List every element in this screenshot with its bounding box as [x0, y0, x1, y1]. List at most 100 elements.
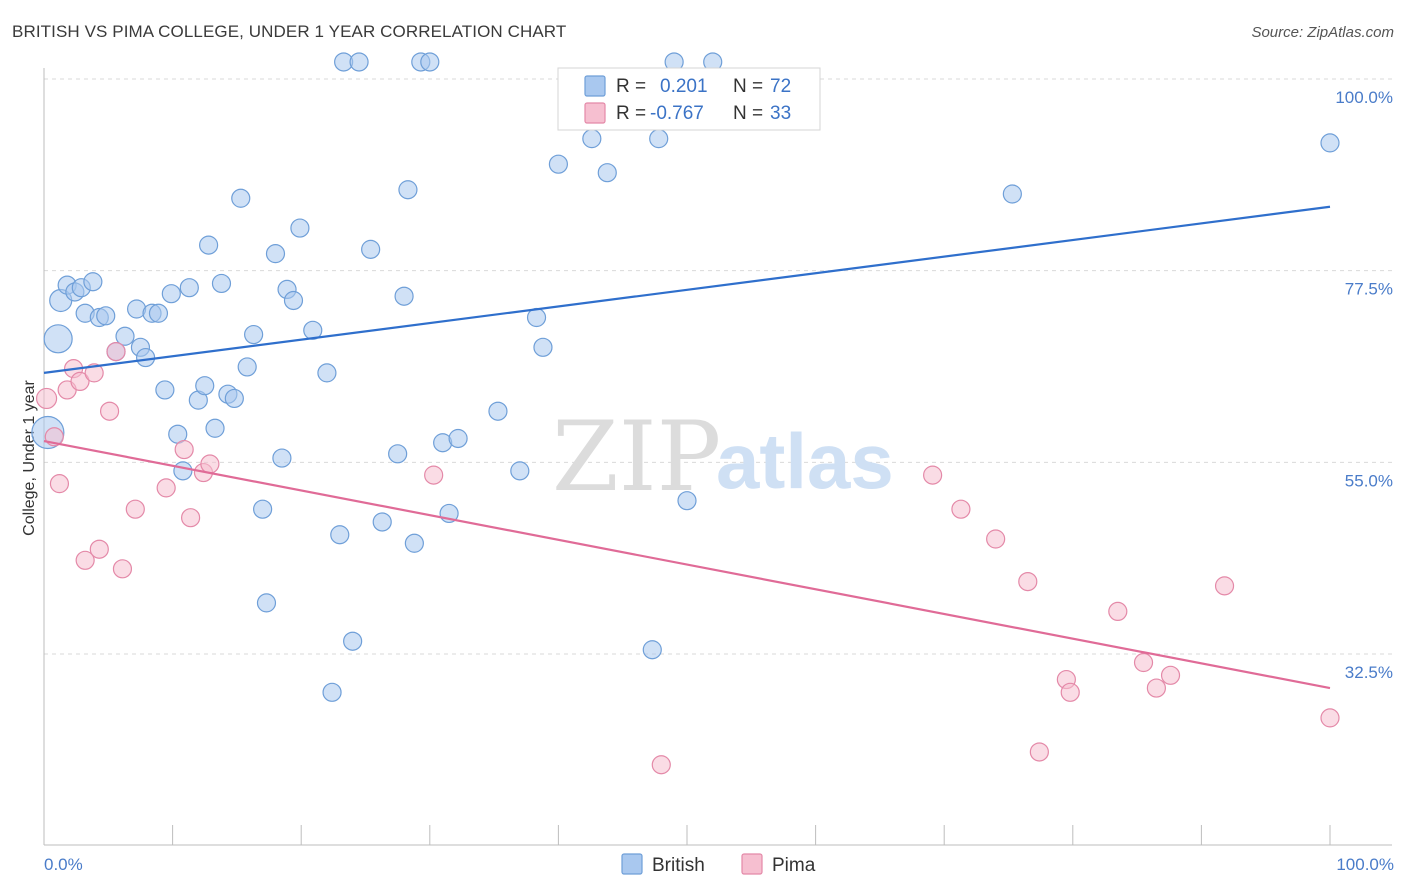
pima-point — [986, 529, 1006, 549]
british-point — [488, 401, 508, 421]
british-point — [290, 218, 310, 238]
pima-point — [1018, 571, 1038, 592]
pima-point — [84, 363, 104, 383]
pima-point — [1133, 652, 1154, 673]
british-point — [526, 307, 547, 328]
legend-british-n-value: 72 — [770, 76, 791, 97]
x-axis-ticks — [43, 825, 1331, 845]
legend-pima-n-label: N = — [733, 103, 763, 124]
british-point — [161, 284, 181, 304]
pima-point — [70, 371, 90, 392]
british-point — [448, 428, 468, 449]
british-point — [43, 324, 73, 354]
british-point — [253, 499, 273, 519]
british-point — [1320, 133, 1340, 153]
british-point — [231, 188, 251, 208]
british-point — [642, 640, 662, 660]
pima-point — [1146, 678, 1166, 698]
british-point — [283, 290, 304, 311]
y-tick-label: 32.5% — [1345, 663, 1393, 682]
y-tick-label: 55.0% — [1345, 471, 1393, 490]
pima-point — [200, 454, 220, 474]
british-point — [677, 491, 697, 511]
pima-point — [951, 499, 971, 519]
watermark-zip: ZIP — [552, 401, 721, 513]
bottom-legend-british-swatch — [621, 853, 643, 875]
british-point — [510, 461, 530, 481]
trend-lines — [43, 205, 1331, 690]
legend-british-r-value: 0.201 — [660, 76, 708, 97]
british-point — [155, 380, 175, 400]
pima-points — [35, 341, 1340, 775]
pima-point — [125, 499, 145, 519]
british-point — [83, 272, 103, 292]
pima-point — [181, 508, 201, 528]
watermark: ZIP atlas — [552, 401, 894, 513]
british-point — [173, 461, 193, 481]
british-point — [148, 303, 169, 323]
x-tick-label-max: 100.0% — [1336, 855, 1394, 874]
british-point — [1002, 184, 1022, 204]
pima-point — [174, 439, 194, 460]
british-point — [597, 163, 617, 183]
british-point — [199, 235, 219, 255]
chart-title: BRITISH VS PIMA COLLEGE, UNDER 1 YEAR CO… — [12, 22, 567, 41]
british-point — [179, 278, 199, 298]
legend-pima-n-value: 33 — [770, 103, 791, 124]
watermark-atlas: atlas — [716, 417, 894, 505]
british-point — [237, 357, 257, 377]
pima-point — [923, 465, 943, 485]
british-point — [322, 682, 342, 702]
pima-point — [651, 755, 671, 775]
pima-point — [49, 474, 70, 494]
pima-point — [156, 478, 176, 498]
axes — [43, 68, 1392, 846]
british-point — [372, 512, 392, 532]
bottom-legend: British Pima — [621, 853, 816, 876]
pima-point — [99, 401, 120, 421]
british-point — [398, 180, 418, 200]
british-point — [272, 448, 292, 468]
british-point — [330, 525, 350, 545]
pima-trend-line — [43, 439, 1331, 690]
legend: R = 0.201 N = 72 R = -0.767 N = 33 — [557, 67, 821, 131]
source-label: Source: ZipAtlas.com — [1251, 24, 1394, 41]
pima-point — [89, 539, 109, 559]
x-tick-label-min: 0.0% — [44, 855, 83, 874]
pima-point — [35, 387, 58, 410]
british-point — [205, 418, 225, 438]
legend-pima-r-value: -0.767 — [650, 103, 704, 124]
bottom-legend-pima-label: Pima — [772, 855, 816, 876]
pima-point — [75, 550, 95, 570]
pima-point — [112, 559, 133, 579]
y-tick-label: 100.0% — [1335, 88, 1393, 107]
pima-point — [424, 465, 444, 485]
british-point — [388, 444, 408, 464]
legend-pima-swatch — [584, 102, 606, 124]
british-point — [361, 239, 381, 259]
british-point — [244, 324, 264, 345]
legend-british-swatch — [584, 75, 606, 97]
british-point — [256, 593, 277, 613]
british-point — [343, 631, 363, 651]
british-point — [548, 154, 569, 174]
british-points — [31, 52, 1340, 702]
pima-point — [1060, 682, 1080, 702]
british-point — [349, 52, 369, 72]
pima-point — [1029, 742, 1049, 762]
british-point — [115, 326, 135, 346]
british-point — [96, 306, 116, 326]
british-point — [224, 388, 244, 409]
y-tick-label: 77.5% — [1345, 280, 1393, 299]
pima-point — [106, 341, 126, 362]
y-axis-tick-labels: 32.5% 55.0% 77.5% 100.0% — [1335, 88, 1393, 682]
bottom-legend-pima-swatch — [741, 853, 763, 875]
british-point — [533, 337, 553, 357]
british-point — [317, 363, 337, 383]
bottom-legend-british-label: British — [652, 855, 705, 876]
pima-point — [1214, 576, 1235, 596]
british-point — [420, 52, 440, 72]
pima-point — [1160, 665, 1181, 685]
british-point — [265, 244, 286, 264]
